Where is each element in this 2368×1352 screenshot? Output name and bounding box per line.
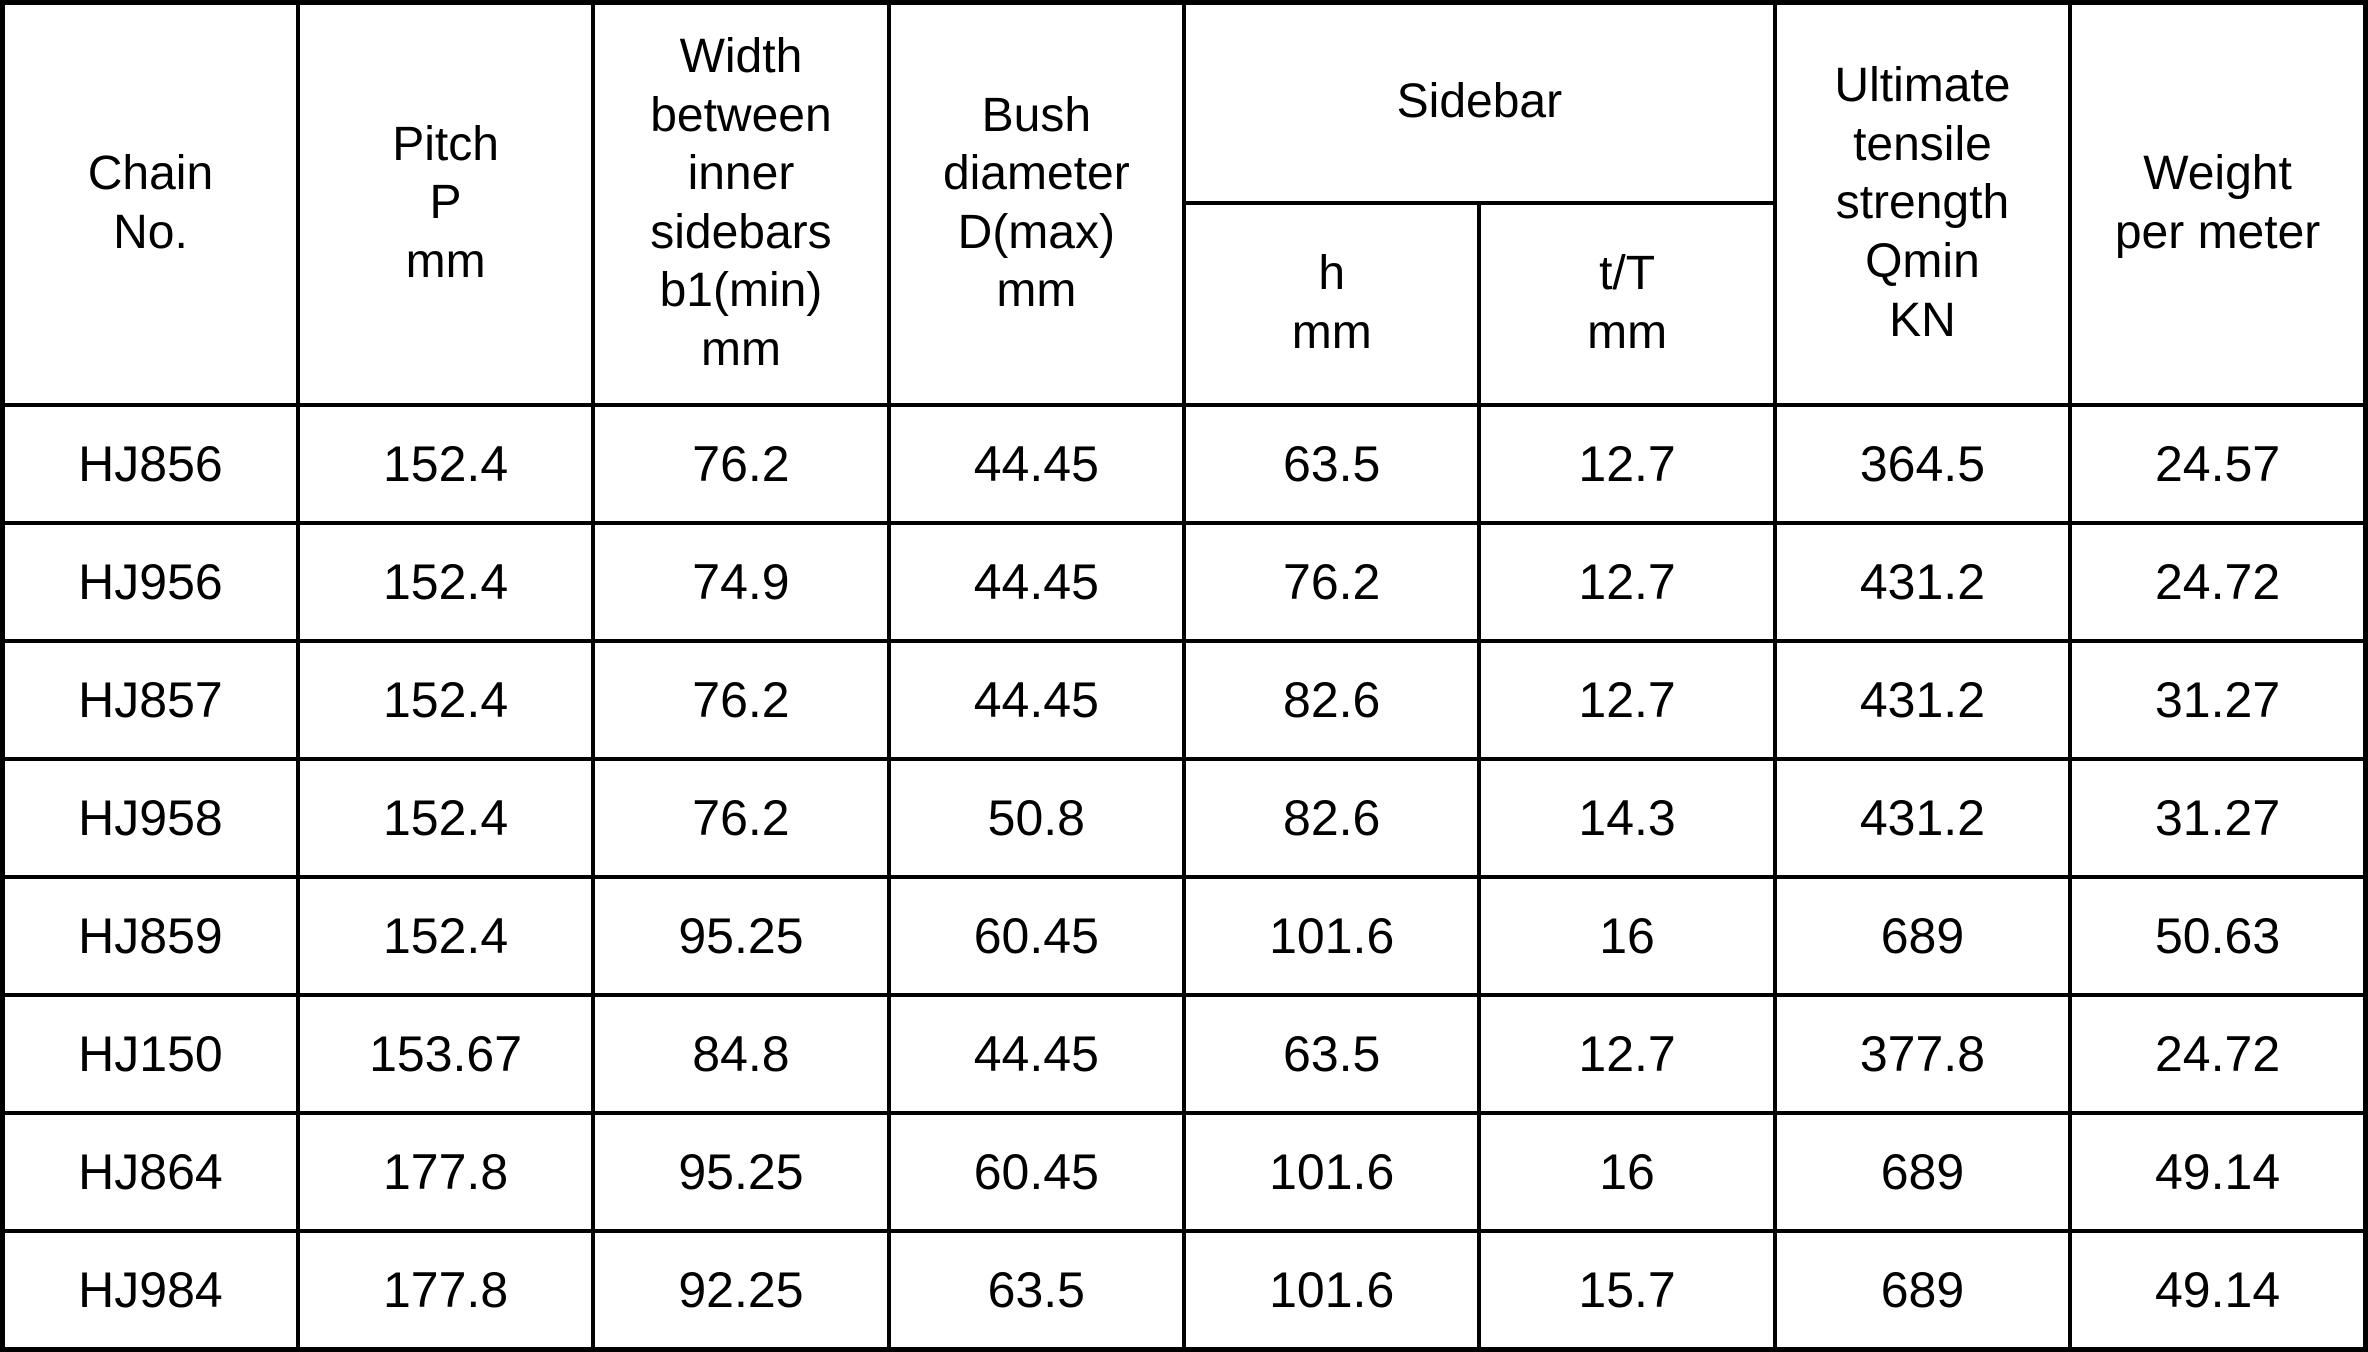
- value-cell: 152.4: [295, 756, 596, 879]
- value-cell: 153.67: [295, 992, 596, 1115]
- value-cell: 63.5: [1181, 992, 1482, 1115]
- value-cell: 431.2: [1772, 638, 2073, 761]
- col-header-width-between-inner-sidebars: Width between inner sidebars b1(min) mm: [591, 0, 891, 407]
- value-cell: 49.14: [2068, 1110, 2368, 1233]
- header-row-sub: h mm t/T mm: [3, 200, 2366, 407]
- value-cell: 12.7: [1477, 520, 1777, 643]
- chain-no-cell: HJ150: [0, 992, 300, 1115]
- value-cell: 44.45: [886, 402, 1187, 525]
- value-cell: 431.2: [1772, 756, 2073, 879]
- table-row: HJ984 177.8 92.25 63.5 101.6 15.7 689 49.14: [0, 1228, 2368, 1352]
- value-cell: 689: [1772, 1228, 2073, 1352]
- value-cell: 31.27: [2068, 638, 2368, 761]
- value-cell: 31.27: [2068, 756, 2368, 879]
- value-cell: 101.6: [1181, 874, 1482, 997]
- value-cell: 12.7: [1477, 402, 1777, 525]
- value-cell: 14.3: [1477, 756, 1777, 879]
- value-cell: 377.8: [1772, 992, 2073, 1115]
- table-row: HJ956 152.4 74.9 44.45 76.2 12.7 431.2 24.72: [0, 520, 2368, 643]
- value-cell: 152.4: [295, 520, 596, 643]
- value-cell: 152.4: [295, 638, 596, 761]
- col-header-ultimate-tensile-strength: Ultimate tensile strength Qmin KN: [1772, 0, 2073, 407]
- col-header-sidebar-tT: t/T mm: [1477, 200, 1777, 407]
- table-header: Chain No. Pitch P mm Width between inner…: [0, 0, 2368, 407]
- value-cell: 63.5: [1181, 402, 1482, 525]
- chain-no-cell: HJ859: [0, 874, 300, 997]
- table-body: HJ856 152.4 76.2 44.45 63.5 12.7 364.5 24.57 HJ9…: [0, 402, 2368, 1352]
- value-cell: 76.2: [591, 638, 891, 761]
- chain-no-cell: HJ864: [0, 1110, 300, 1233]
- value-cell: 44.45: [886, 520, 1187, 643]
- value-cell: 63.5: [886, 1228, 1187, 1352]
- value-cell: 60.45: [886, 1110, 1187, 1233]
- value-cell: 431.2: [1772, 520, 2073, 643]
- chain-no-cell: HJ984: [0, 1228, 300, 1352]
- chain-no-cell: HJ857: [0, 638, 300, 761]
- chain-no-cell: HJ856: [0, 402, 300, 525]
- col-header-chain-no: Chain No.: [0, 0, 300, 407]
- value-cell: 101.6: [1181, 1228, 1482, 1352]
- col-header-sidebar-group: Sidebar: [1182, 0, 1777, 205]
- table-row: HJ859 152.4 95.25 60.45 101.6 16 689 50.63: [0, 874, 2368, 997]
- col-header-pitch: Pitch P mm: [295, 0, 596, 407]
- value-cell: 16: [1477, 1110, 1777, 1233]
- table-row: HJ857 152.4 76.2 44.45 82.6 12.7 431.2 31.27: [0, 638, 2368, 761]
- chain-no-cell: HJ956: [0, 520, 300, 643]
- value-cell: 60.45: [886, 874, 1187, 997]
- value-cell: 50.8: [886, 756, 1187, 879]
- header-row-top: Chain No. Pitch P mm Width between inner…: [0, 0, 2368, 407]
- col-header-sidebar-h: h mm: [1181, 200, 1482, 407]
- value-cell: 689: [1772, 874, 2073, 997]
- value-cell: 82.6: [1181, 756, 1482, 879]
- value-cell: 44.45: [886, 638, 1187, 761]
- value-cell: 101.6: [1181, 1110, 1482, 1233]
- value-cell: 74.9: [591, 520, 891, 643]
- value-cell: 152.4: [295, 874, 596, 997]
- value-cell: 49.14: [2068, 1228, 2368, 1352]
- value-cell: 24.57: [2068, 402, 2368, 525]
- table-row: HJ150 153.67 84.8 44.45 63.5 12.7 377.8 24.72: [0, 992, 2368, 1115]
- value-cell: 689: [1772, 1110, 2073, 1233]
- table-row: HJ856 152.4 76.2 44.45 63.5 12.7 364.5 24.57: [0, 402, 2368, 525]
- chain-no-cell: HJ958: [0, 756, 300, 879]
- value-cell: 24.72: [2068, 992, 2368, 1115]
- value-cell: 82.6: [1181, 638, 1482, 761]
- value-cell: 16: [1477, 874, 1777, 997]
- value-cell: 76.2: [1181, 520, 1482, 643]
- value-cell: 12.7: [1477, 638, 1777, 761]
- value-cell: 84.8: [591, 992, 891, 1115]
- table-row: HJ864 177.8 95.25 60.45 101.6 16 689 49.14: [0, 1110, 2368, 1233]
- value-cell: 15.7: [1477, 1228, 1777, 1352]
- table-row: HJ958 152.4 76.2 50.8 82.6 14.3 431.2 31.27: [0, 756, 2368, 879]
- value-cell: 152.4: [295, 402, 596, 525]
- value-cell: 92.25: [591, 1228, 891, 1352]
- col-header-weight-per-meter: Weight per meter: [2068, 0, 2368, 407]
- value-cell: 76.2: [591, 756, 891, 879]
- value-cell: 76.2: [591, 402, 891, 525]
- value-cell: 44.45: [886, 992, 1187, 1115]
- value-cell: 50.63: [2068, 874, 2368, 997]
- value-cell: 95.25: [591, 874, 891, 997]
- value-cell: 12.7: [1477, 992, 1777, 1115]
- value-cell: 177.8: [295, 1110, 596, 1233]
- value-cell: 364.5: [1772, 402, 2073, 525]
- value-cell: 24.72: [2068, 520, 2368, 643]
- value-cell: 95.25: [591, 1110, 891, 1233]
- col-header-bush-diameter: Bush diameter D(max) mm: [886, 0, 1187, 407]
- value-cell: 177.8: [295, 1228, 596, 1352]
